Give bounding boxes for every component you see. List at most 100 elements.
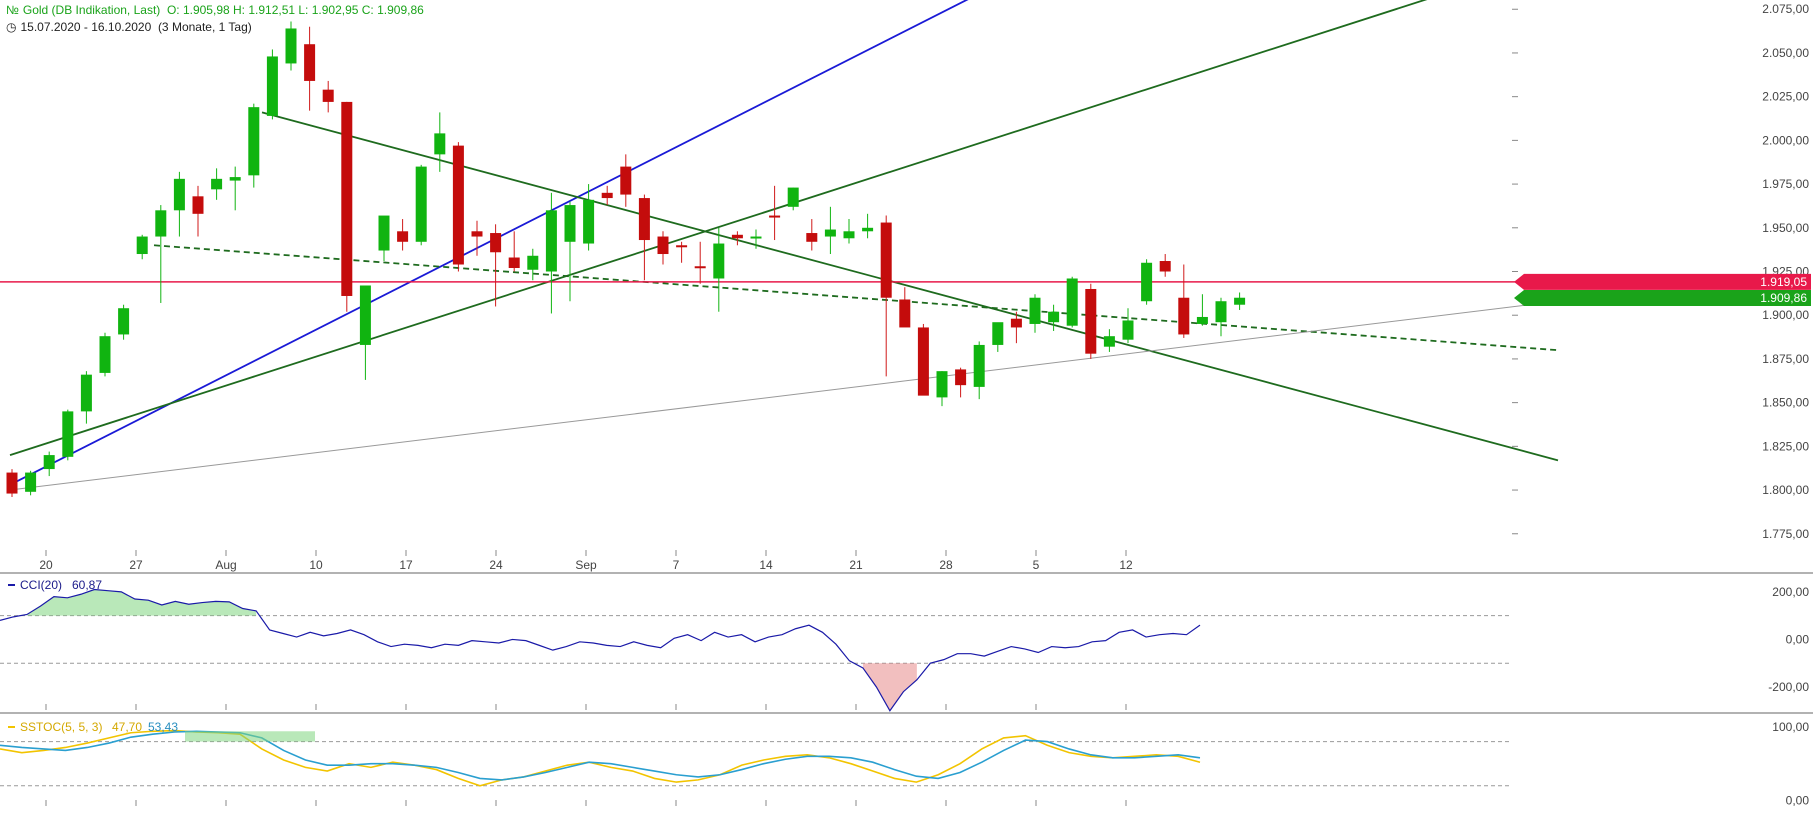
date-range-line: ◷ 15.07.2020 - 16.10.2020 (3 Monate, 1 Ta… <box>6 20 252 34</box>
candle-body <box>415 166 427 242</box>
candle-body <box>676 245 688 248</box>
candle-body <box>1141 262 1153 302</box>
x-tick-label: 24 <box>489 558 503 572</box>
candle-body <box>769 215 781 218</box>
candle-body <box>843 231 855 239</box>
candle-body <box>862 227 874 232</box>
x-tick-label: 27 <box>129 558 143 572</box>
candle-body <box>657 236 669 255</box>
candle-body <box>6 472 18 494</box>
candle-body <box>713 243 725 279</box>
candle-body <box>490 233 502 253</box>
candle-body <box>359 285 371 345</box>
clock-icon: ◷ <box>6 20 17 34</box>
x-tick-label: Sep <box>575 558 597 572</box>
y-tick-label: 1.775,00 <box>1762 527 1809 541</box>
candle-body <box>992 322 1004 345</box>
sstoc-legend-swatch <box>8 726 15 728</box>
y-tick-label: 2.050,00 <box>1762 46 1809 60</box>
trendline <box>9 300 1559 491</box>
candle-body <box>731 234 743 239</box>
x-tick-label: 28 <box>939 558 953 572</box>
candle-body <box>192 196 204 214</box>
candle-body <box>1103 336 1115 347</box>
x-tick-label: 14 <box>759 558 773 572</box>
sstoc-shaded-region <box>185 731 315 742</box>
cci-y-tick-label: -200,00 <box>1768 680 1809 694</box>
chart-symbol-icon: № <box>6 3 19 17</box>
candle-body <box>564 205 576 242</box>
y-tick-label: 1.900,00 <box>1762 308 1809 322</box>
chart-title-line: № Gold (DB Indikation, Last) O: 1.905,98 … <box>6 3 424 17</box>
trendline <box>9 0 1428 456</box>
cci-line <box>0 588 1201 712</box>
cci-legend-label: CCI(20) <box>20 578 62 592</box>
candle-body <box>99 336 111 373</box>
y-tick-label: 1.975,00 <box>1762 177 1809 191</box>
candle-body <box>955 369 967 386</box>
y-tick-label: 2.000,00 <box>1762 133 1809 147</box>
cci-value-label: 60,87 <box>72 578 102 592</box>
candle-body <box>787 187 799 207</box>
candle-body <box>1196 316 1208 324</box>
price-level-tag <box>1514 273 1811 290</box>
period-label: (3 Monate, 1 Tag) <box>157 20 252 34</box>
cci-y-tick-label: 200,00 <box>1772 585 1809 599</box>
ohlc-readout: O: 1.905,98 H: 1.912,51 L: 1.902,95 C: 1… <box>166 3 424 17</box>
candle-body <box>1048 311 1060 323</box>
candle-body <box>136 236 148 255</box>
y-tick-label: 1.850,00 <box>1762 396 1809 410</box>
candle-body <box>248 107 260 176</box>
candle-body <box>118 308 130 335</box>
candle-body <box>1122 320 1134 340</box>
candle-body <box>583 199 595 244</box>
trendline <box>9 0 969 486</box>
candle-body <box>1178 297 1190 335</box>
candle-body <box>25 472 37 492</box>
candle-body <box>527 255 539 270</box>
candle-body <box>1215 301 1227 323</box>
x-tick-label: Aug <box>215 558 236 572</box>
candle-body <box>806 233 818 242</box>
candle-body <box>1010 318 1022 328</box>
candle-body <box>620 166 632 195</box>
x-tick-label: 10 <box>309 558 323 572</box>
candle-body <box>211 178 223 190</box>
candle-body <box>43 455 55 470</box>
price-level-tag <box>1514 289 1811 306</box>
candle-body <box>880 222 892 298</box>
candle-body <box>899 299 911 328</box>
sstoc-legend-label: SSTOC(5, 5, 3) <box>20 720 102 734</box>
sstoc-y-tick-label: 100,00 <box>1772 720 1809 734</box>
candle-body <box>638 198 650 241</box>
candle-body <box>397 231 409 242</box>
candle-body <box>229 177 241 181</box>
x-tick-label: 7 <box>673 558 680 572</box>
candle-body <box>508 257 520 269</box>
x-tick-label: 17 <box>399 558 413 572</box>
candle-body <box>1159 261 1171 272</box>
candle-body <box>341 101 353 296</box>
candle-body <box>378 215 390 251</box>
candle-body <box>1085 288 1097 354</box>
sstoc-y-tick-label: 0,00 <box>1786 794 1810 808</box>
candle-body <box>973 344 985 387</box>
candle-body <box>1066 278 1078 326</box>
candle-body <box>322 89 334 102</box>
x-tick-label: 20 <box>39 558 53 572</box>
candle-body <box>434 133 446 155</box>
candle-body <box>304 44 316 81</box>
y-tick-label: 1.800,00 <box>1762 483 1809 497</box>
sstoc-value-label-1: 47,70 <box>112 720 142 734</box>
candle-body <box>471 231 483 237</box>
x-tick-label: 21 <box>849 558 863 572</box>
candle-body <box>80 374 92 412</box>
candle-body <box>917 327 929 396</box>
y-tick-label: 1.825,00 <box>1762 439 1809 453</box>
y-tick-label: 1.875,00 <box>1762 352 1809 366</box>
candle-body <box>285 28 297 64</box>
candle-body <box>750 236 762 239</box>
x-tick-label: 12 <box>1119 558 1133 572</box>
candle-body <box>694 266 706 269</box>
